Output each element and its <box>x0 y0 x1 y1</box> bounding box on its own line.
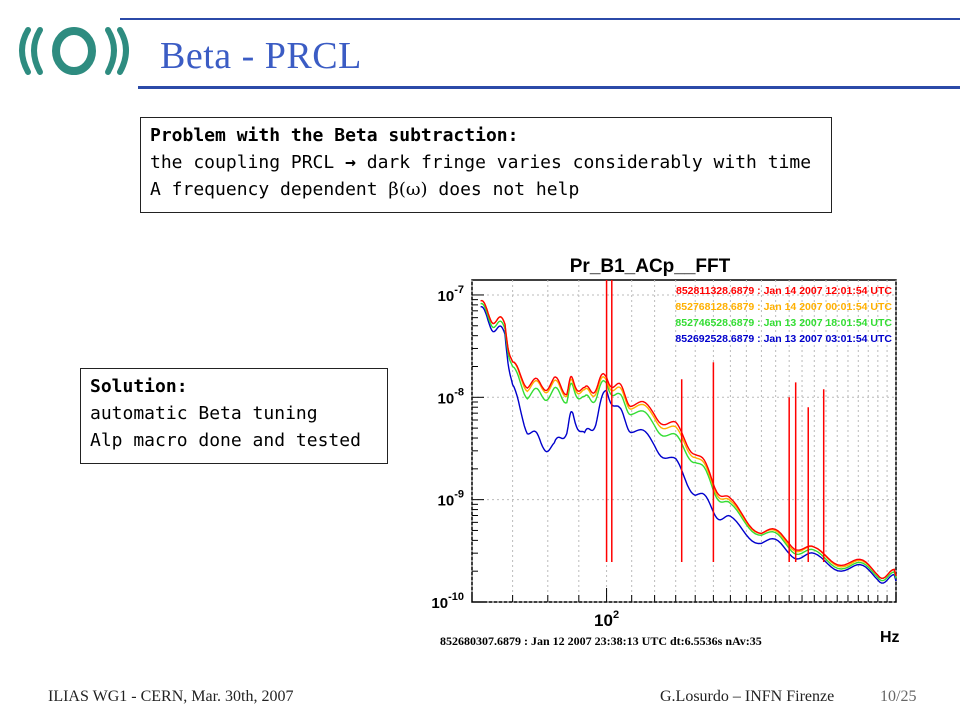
page-number: 10/25 <box>880 688 917 705</box>
problem-line-3-rest: does not help <box>427 179 580 200</box>
beta-omega-symbol: β(ω) <box>388 179 428 200</box>
x-axis-label: Hz <box>880 629 900 646</box>
y-tick-label: 10-8 <box>438 386 464 407</box>
solution-heading: Solution: <box>90 376 188 397</box>
problem-box: Problem with the Beta subtraction: the c… <box>140 117 832 213</box>
fft-chart: Pr_B1_ACp__FFT 852811328.6879 : Jan 14 2… <box>431 256 900 648</box>
y-tick-label: 10-9 <box>438 489 464 510</box>
title-rule <box>138 86 960 89</box>
y-tick-label: 10-10 <box>431 591 464 612</box>
solution-line-2: automatic Beta tuning <box>90 403 318 424</box>
y-tick-label: 10-7 <box>438 284 464 305</box>
legend-entry: 852811328.6879 : Jan 14 2007 12:01:54 UT… <box>676 285 892 297</box>
solution-line-3: Alp macro done and tested <box>90 430 361 451</box>
problem-line-3-text: A frequency dependent <box>150 179 389 200</box>
x-tick-label: 102 <box>594 609 619 630</box>
virgo-logo <box>19 27 129 75</box>
footer-event: ILIAS WG1 - CERN, Mar. 30th, 2007 <box>48 688 294 705</box>
solution-box: Solution: automatic Beta tuning Alp macr… <box>80 368 388 464</box>
legend-entry: 852746528.6879 : Jan 13 2007 18:01:54 UT… <box>675 317 892 329</box>
chart-footer: 852680307.6879 : Jan 12 2007 23:38:13 UT… <box>440 634 762 648</box>
problem-line-2: the coupling PRCL → dark fringe varies c… <box>150 149 831 176</box>
legend-entry: 852768128.6879 : Jan 14 2007 00:01:54 UT… <box>675 301 892 313</box>
problem-line-2-rest: dark fringe varies considerably with tim… <box>355 152 812 173</box>
problem-line-3: A frequency dependent β(ω) does not help <box>150 176 831 203</box>
chart-title: Pr_B1_ACp__FFT <box>570 256 731 277</box>
arrow-right-icon: → <box>345 152 356 173</box>
footer-author: G.Losurdo – INFN Firenze <box>660 688 835 705</box>
top-rule <box>120 18 960 20</box>
legend-entry: 852692528.6879 : Jan 13 2007 03:01:54 UT… <box>675 333 892 345</box>
problem-line-2-text: the coupling PRCL <box>150 152 335 173</box>
slide-title: Beta - PRCL <box>160 35 362 77</box>
problem-heading: Problem with the Beta subtraction: <box>150 125 519 146</box>
